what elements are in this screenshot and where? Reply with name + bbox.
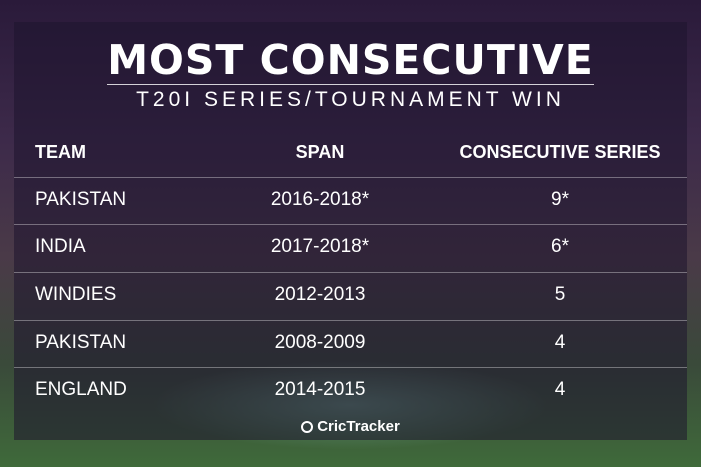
table-cell: ENGLAND: [35, 379, 127, 400]
subtitle: T20I SERIES/TOURNAMENT WIN: [136, 88, 565, 111]
table-cell: PAKISTAN: [35, 332, 127, 353]
table-cell: 4: [554, 379, 566, 400]
table-cell: 4: [554, 332, 566, 353]
table-cell: 9*: [551, 189, 569, 210]
panel: [14, 22, 687, 440]
table-cell: WINDIES: [35, 284, 117, 305]
column-header: TEAM: [35, 142, 86, 162]
table-cell: 2014-2015: [274, 379, 366, 400]
row-separator: [14, 224, 687, 225]
row-separator: [14, 367, 687, 368]
brand: CricTracker: [0, 418, 701, 435]
brand-name: CricTracker: [317, 418, 400, 435]
title-rule: [107, 84, 594, 85]
row-separator: [14, 177, 687, 178]
table-cell: 2008-2009: [274, 332, 366, 353]
column-header: CONSECUTIVE SERIES: [459, 142, 661, 162]
table-cell: 5: [554, 284, 566, 305]
title: MOST CONSECUTIVE: [107, 36, 594, 84]
row-separator: [14, 320, 687, 321]
column-header: SPAN: [295, 142, 345, 162]
table-cell: 2017-2018*: [270, 236, 370, 257]
table-cell: PAKISTAN: [35, 189, 127, 210]
table-cell: 6*: [551, 236, 569, 257]
row-separator: [14, 272, 687, 273]
table-cell: 2016-2018*: [270, 189, 370, 210]
table-cell: 2012-2013: [274, 284, 366, 305]
table-cell: INDIA: [35, 236, 86, 257]
